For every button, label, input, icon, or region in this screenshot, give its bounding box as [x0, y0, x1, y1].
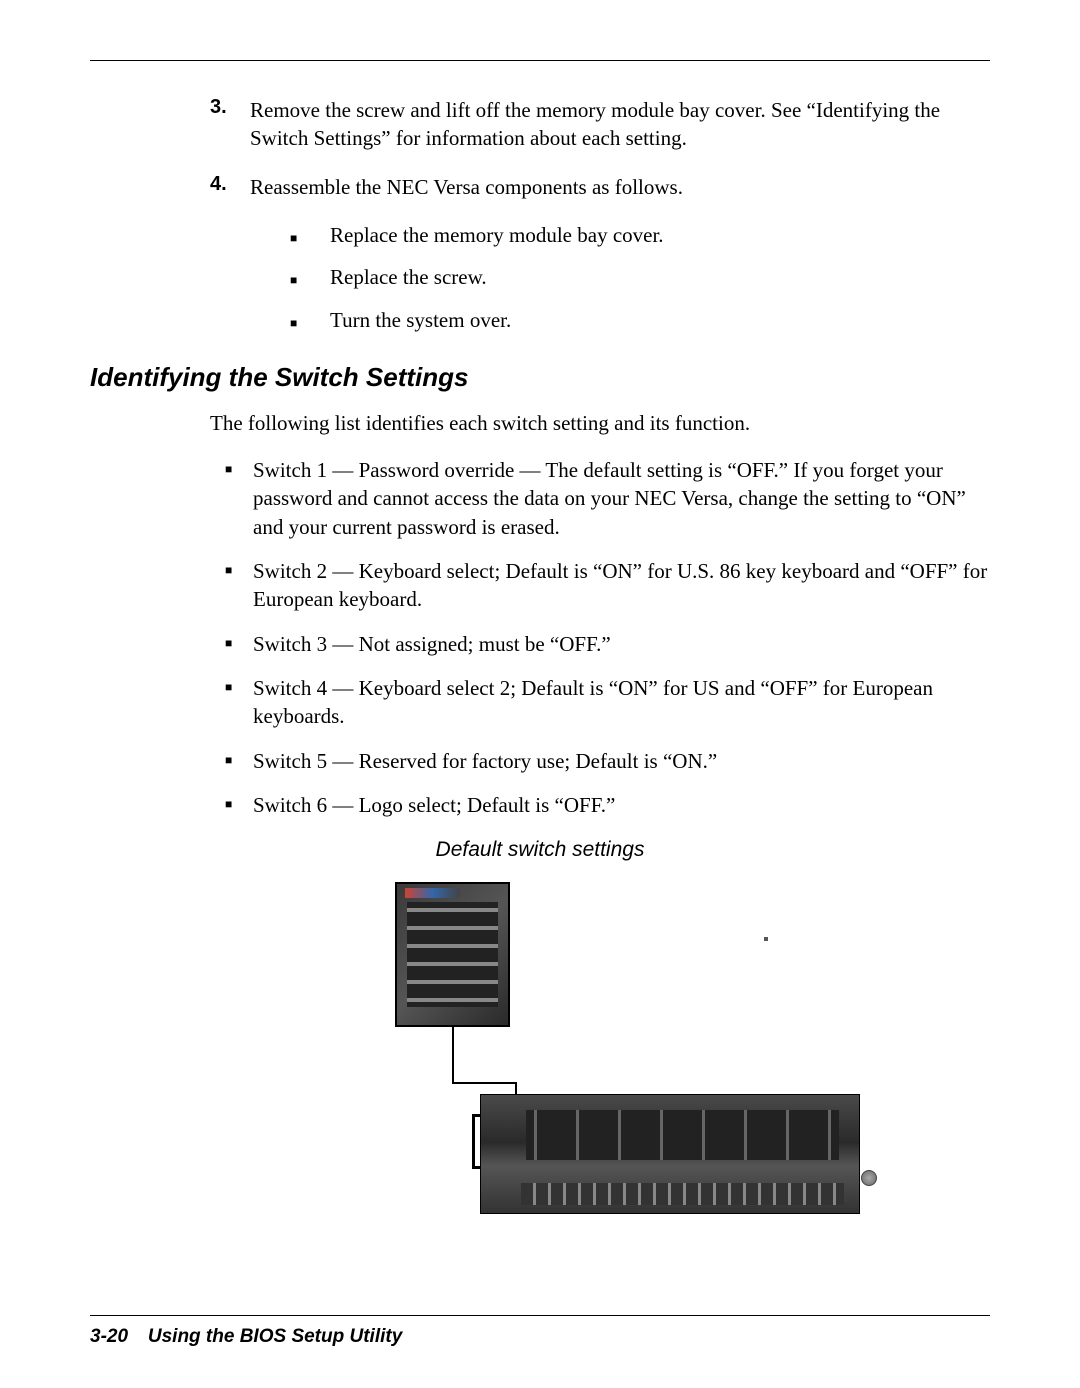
step-4: 4. Reassemble the NEC Versa components a… [210, 173, 990, 201]
switch-closeup-image [395, 882, 510, 1027]
screw-icon [861, 1170, 877, 1186]
bullet-icon: ■ [225, 557, 253, 614]
switch-text: Switch 2 — Keyboard select; Default is “… [253, 557, 990, 614]
step-text: Remove the screw and lift off the memory… [250, 96, 990, 153]
substep-text: Replace the memory module bay cover. [330, 221, 664, 249]
figure-container [210, 882, 990, 1232]
switch-text: Switch 3 — Not assigned; must be “OFF.” [253, 630, 990, 658]
switch-6: ■ Switch 6 — Logo select; Default is “OF… [225, 791, 990, 819]
switch-text: Switch 4 — Keyboard select 2; Default is… [253, 674, 990, 731]
bullet-icon: ■ [290, 231, 330, 246]
bullet-icon: ■ [225, 630, 253, 658]
board-detail [521, 1183, 844, 1205]
bottom-horizontal-rule [90, 1315, 990, 1316]
bullet-icon: ■ [290, 316, 330, 331]
memory-board-image [480, 1094, 860, 1214]
substep-b: ■ Replace the screw. [290, 263, 990, 291]
bullet-icon: ■ [225, 791, 253, 819]
bullet-icon: ■ [225, 456, 253, 541]
step-number: 4. [210, 173, 250, 201]
substep-text: Turn the system over. [330, 306, 511, 334]
switch-3: ■ Switch 3 — Not assigned; must be “OFF.… [225, 630, 990, 658]
bullet-icon: ■ [290, 273, 330, 288]
stray-dot [764, 937, 768, 941]
switch-diagram [340, 882, 860, 1232]
callout-line [452, 1027, 454, 1082]
footer-title: Using the BIOS Setup Utility [132, 1326, 402, 1347]
top-horizontal-rule [90, 60, 990, 61]
bullet-icon: ■ [225, 674, 253, 731]
step-number: 3. [210, 96, 250, 153]
substep-text: Replace the screw. [330, 263, 487, 291]
step-3: 3. Remove the screw and lift off the mem… [210, 96, 990, 153]
switch-5: ■ Switch 5 — Reserved for factory use; D… [225, 747, 990, 775]
callout-line [452, 1082, 515, 1084]
switch-1: ■ Switch 1 — Password override — The def… [225, 456, 990, 541]
page-number: 3-20 [90, 1326, 128, 1347]
section-heading: Identifying the Switch Settings [90, 362, 990, 393]
switch-text: Switch 6 — Logo select; Default is “OFF.… [253, 791, 990, 819]
substep-a: ■ Replace the memory module bay cover. [290, 221, 990, 249]
step-text: Reassemble the NEC Versa components as f… [250, 173, 990, 201]
switch-4: ■ Switch 4 — Keyboard select 2; Default … [225, 674, 990, 731]
footer-title-text: Using the BIOS Setup Utility [148, 1326, 402, 1347]
substep-c: ■ Turn the system over. [290, 306, 990, 334]
switch-text: Switch 1 — Password override — The defau… [253, 456, 990, 541]
switch-text: Switch 5 — Reserved for factory use; Def… [253, 747, 990, 775]
chip-accent [405, 888, 460, 898]
board-detail [526, 1110, 839, 1160]
figure-caption: Default switch settings [90, 838, 990, 862]
chip-bars [407, 902, 498, 1007]
intro-paragraph: The following list identifies each switc… [210, 411, 990, 436]
switch-2: ■ Switch 2 — Keyboard select; Default is… [225, 557, 990, 614]
bullet-icon: ■ [225, 747, 253, 775]
page-footer: 3-20 Using the BIOS Setup Utility [90, 1315, 990, 1348]
